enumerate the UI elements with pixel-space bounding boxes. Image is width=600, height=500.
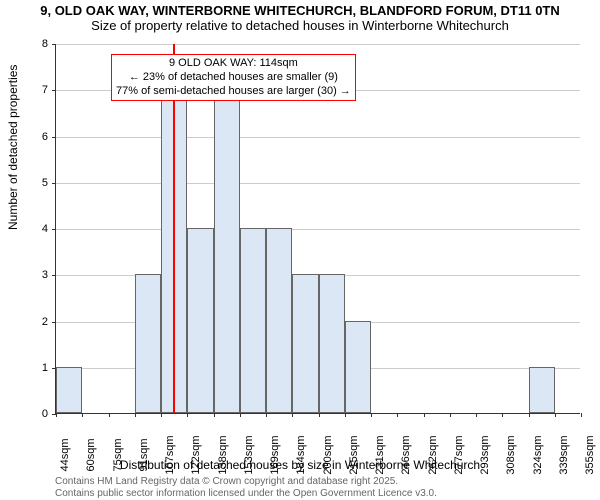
x-tick [450, 413, 451, 417]
x-tick-label: 308sqm [505, 435, 517, 474]
x-tick-label: 75sqm [112, 438, 124, 471]
x-tick-label: 44sqm [59, 438, 71, 471]
y-tick [52, 275, 56, 276]
y-tick [52, 44, 56, 45]
histogram-bar [214, 89, 240, 413]
x-tick [371, 413, 372, 417]
y-tick [52, 183, 56, 184]
annotation-line: ← 23% of detached houses are smaller (9) [116, 71, 351, 85]
y-tick-label: 4 [42, 223, 48, 235]
x-tick [240, 413, 241, 417]
histogram-bar [529, 367, 555, 413]
gridline [56, 229, 580, 230]
annotation-line: 77% of semi-detached houses are larger (… [116, 85, 351, 99]
attribution-line2: Contains public sector information licen… [55, 488, 437, 500]
annotation-box: 9 OLD OAK WAY: 114sqm← 23% of detached h… [111, 54, 356, 101]
histogram-bar [187, 228, 213, 413]
attribution-text: Contains HM Land Registry data © Crown c… [55, 476, 437, 500]
x-tick-label: 355sqm [584, 435, 596, 474]
x-tick-label: 91sqm [138, 438, 150, 471]
x-tick-label: 138sqm [217, 435, 229, 474]
x-tick-label: 277sqm [453, 435, 465, 474]
annotation-line: 9 OLD OAK WAY: 114sqm [116, 57, 351, 71]
attribution-line1: Contains HM Land Registry data © Crown c… [55, 476, 437, 488]
x-tick-label: 293sqm [479, 435, 491, 474]
x-tick [187, 413, 188, 417]
x-tick-label: 215sqm [348, 435, 360, 474]
x-tick-label: 184sqm [295, 435, 307, 474]
y-tick-label: 8 [42, 38, 48, 50]
histogram-chart: 9 OLD OAK WAY: 114sqm← 23% of detached h… [55, 44, 580, 414]
histogram-bar [240, 228, 266, 413]
x-tick-label: 107sqm [164, 435, 176, 474]
gridline [56, 183, 580, 184]
histogram-bar [319, 274, 345, 413]
x-tick [529, 413, 530, 417]
x-tick [319, 413, 320, 417]
y-tick-label: 1 [42, 362, 48, 374]
x-tick [397, 413, 398, 417]
y-tick-label: 5 [42, 177, 48, 189]
y-tick-label: 3 [42, 269, 48, 281]
x-tick [135, 413, 136, 417]
x-tick [161, 413, 162, 417]
x-tick-label: 200sqm [322, 435, 334, 474]
y-tick [52, 229, 56, 230]
histogram-bar [56, 367, 82, 413]
x-tick [555, 413, 556, 417]
x-tick [266, 413, 267, 417]
x-tick [502, 413, 503, 417]
x-tick-label: 339sqm [558, 435, 570, 474]
y-tick-label: 2 [42, 316, 48, 328]
x-tick-label: 60sqm [85, 438, 97, 471]
x-tick [292, 413, 293, 417]
histogram-bar [345, 321, 371, 414]
y-tick-label: 0 [42, 408, 48, 420]
histogram-bar [135, 274, 161, 413]
x-tick-label: 153sqm [243, 435, 255, 474]
x-tick-label: 169sqm [269, 435, 281, 474]
x-tick-label: 231sqm [374, 435, 386, 474]
histogram-bar [266, 228, 292, 413]
y-tick [52, 322, 56, 323]
y-tick-label: 6 [42, 131, 48, 143]
x-tick [214, 413, 215, 417]
x-tick [476, 413, 477, 417]
x-tick-label: 246sqm [400, 435, 412, 474]
page-title-line2: Size of property relative to detached ho… [0, 18, 600, 33]
histogram-bar [292, 274, 318, 413]
gridline [56, 44, 580, 45]
page-title-line1: 9, OLD OAK WAY, WINTERBORNE WHITECHURCH,… [0, 3, 600, 18]
y-tick-label: 7 [42, 84, 48, 96]
x-tick [82, 413, 83, 417]
y-tick [52, 90, 56, 91]
x-tick [424, 413, 425, 417]
x-tick-label: 324sqm [532, 435, 544, 474]
x-tick-label: 262sqm [427, 435, 439, 474]
y-tick [52, 137, 56, 138]
x-tick [581, 413, 582, 417]
y-axis-label: Number of detached properties [6, 65, 20, 230]
x-tick [345, 413, 346, 417]
gridline [56, 137, 580, 138]
x-tick [56, 413, 57, 417]
x-tick [109, 413, 110, 417]
x-tick-label: 122sqm [190, 435, 202, 474]
